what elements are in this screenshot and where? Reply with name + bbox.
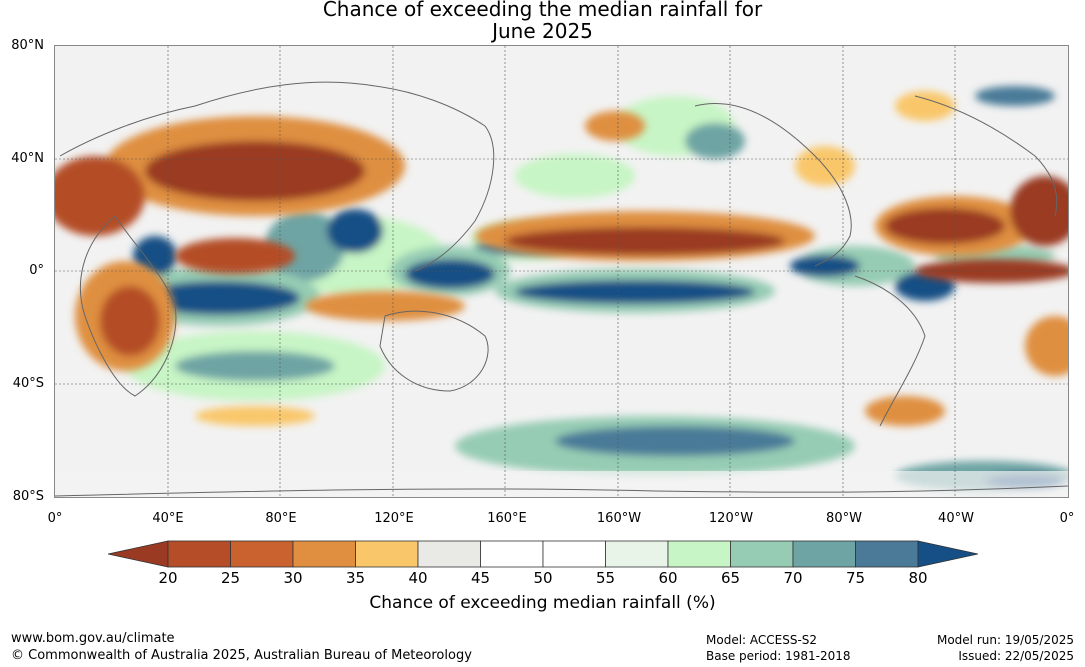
colorbar-tick-label: 80 xyxy=(908,569,928,587)
footer-model-run: Model run: 19/05/2025 xyxy=(936,633,1074,647)
footer-model: Model: ACCESS-S2 xyxy=(706,633,818,647)
lon-label-0: 0° xyxy=(47,511,63,526)
graticule xyxy=(55,46,1068,497)
footer-base-period: Base period: 1981-2018 xyxy=(706,649,851,663)
colorbar-swatch xyxy=(605,540,669,568)
colorbar-tick-label: 60 xyxy=(658,569,678,587)
colorbar-extend-high xyxy=(917,540,978,568)
colorbar-swatch xyxy=(730,540,794,568)
colorbar-extend-low xyxy=(108,540,169,568)
colorbar-tick-label: 75 xyxy=(845,569,866,587)
colorbar-tick-label: 70 xyxy=(783,569,803,587)
rainfall-probability-map xyxy=(54,45,1069,498)
coastlines xyxy=(55,81,1068,497)
colorbar-tick-label: 45 xyxy=(470,569,491,587)
colorbar-swatch xyxy=(417,540,481,568)
footer-website: www.bom.gov.au/climate xyxy=(11,631,175,646)
colorbar-swatch xyxy=(855,540,919,568)
colorbar-tick-label: 65 xyxy=(720,569,741,587)
antarctic-band xyxy=(55,471,1068,497)
colorbar-tick-label: 25 xyxy=(220,569,241,587)
colorbar-swatch xyxy=(167,540,231,568)
lon-label-160e: 160°E xyxy=(487,511,527,526)
colorbar xyxy=(108,540,978,568)
lat-label-80n: 80°N xyxy=(11,38,44,53)
lat-label-40s: 40°S xyxy=(12,376,44,391)
colorbar-title: Chance of exceeding median rainfall (%) xyxy=(369,593,716,613)
lon-label-40e: 40°E xyxy=(152,511,184,526)
colorbar-tick-label: 20 xyxy=(158,569,178,587)
colorbar-swatch xyxy=(792,540,856,568)
lon-label-160w: 160°W xyxy=(596,511,642,526)
colorbar-tick-label: 50 xyxy=(533,569,553,587)
lon-label-120w: 120°W xyxy=(708,511,754,526)
map-title-line2: June 2025 xyxy=(492,19,593,43)
footer-copyright: © Commonwealth of Australia 2025, Austra… xyxy=(11,648,472,663)
footer-issued: Issued: 22/05/2025 xyxy=(958,649,1074,663)
lat-label-0: 0° xyxy=(29,263,44,278)
lat-label-80s: 80°S xyxy=(12,489,44,504)
dry-anomaly-regions xyxy=(55,91,1068,426)
colorbar-tick-label: 55 xyxy=(595,569,616,587)
colorbar-tick-label: 40 xyxy=(408,569,428,587)
colorbar-swatch xyxy=(480,540,544,568)
colorbar-swatch xyxy=(355,540,419,568)
map-canvas xyxy=(55,46,1068,497)
colorbar-tick-label: 35 xyxy=(345,569,366,587)
colorbar-swatch xyxy=(542,540,606,568)
colorbar-tick-label: 30 xyxy=(283,569,303,587)
map-title-line1: Chance of exceeding the median rainfall … xyxy=(322,0,763,21)
colorbar-swatch xyxy=(230,540,294,568)
lat-label-40n: 40°N xyxy=(11,151,44,166)
lon-label-80e: 80°E xyxy=(265,511,297,526)
colorbar-swatch xyxy=(292,540,356,568)
lon-label-80w: 80°W xyxy=(826,511,862,526)
lon-label-0-east: 0° xyxy=(1059,511,1075,526)
colorbar-swatch xyxy=(667,540,731,568)
lon-label-120e: 120°E xyxy=(374,511,414,526)
lon-label-40w: 40°W xyxy=(938,511,974,526)
